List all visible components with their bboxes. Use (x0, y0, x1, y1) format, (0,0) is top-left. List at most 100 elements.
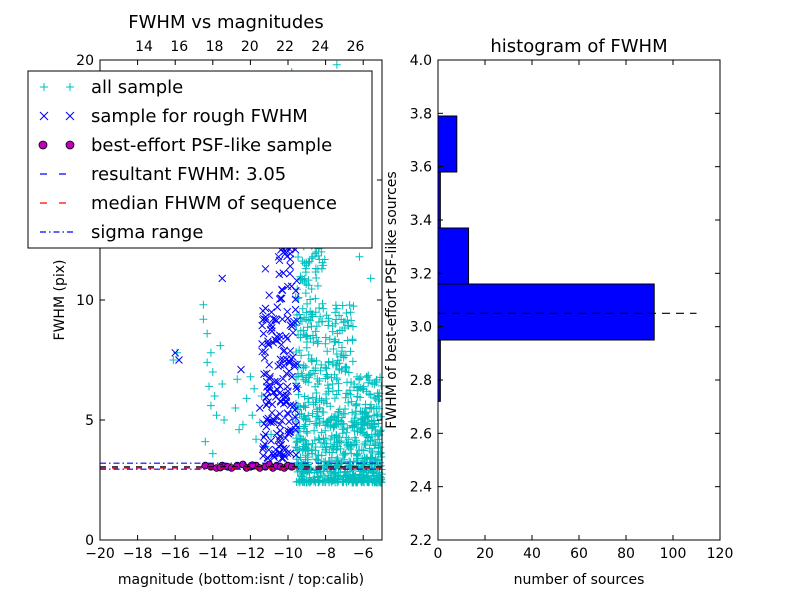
all-sample-point (356, 475, 365, 484)
all-sample-point (357, 424, 366, 433)
all-sample-point (333, 457, 342, 466)
histogram-bar (437, 227, 470, 285)
all-sample-point (301, 362, 310, 371)
all-sample-point (362, 387, 371, 396)
all-sample-point (367, 447, 376, 456)
all-sample-point (328, 360, 337, 369)
all-sample-point (336, 444, 345, 453)
all-sample-point (371, 457, 380, 466)
all-sample-point (343, 389, 352, 398)
rough-sample-point (288, 372, 296, 381)
all-sample-point (374, 444, 383, 453)
histogram-x-tick-label: 20 (476, 546, 494, 562)
rough-sample-point (258, 321, 267, 330)
histogram-y-tick-label: 3.0 (410, 320, 432, 336)
all-sample-point (351, 407, 360, 416)
all-sample-point (242, 394, 251, 403)
all-sample-point (376, 478, 385, 487)
all-sample-point (326, 402, 335, 411)
rough-sample-point (278, 315, 287, 324)
histogram-x-tick-label: 60 (570, 546, 588, 562)
all-sample-point (330, 422, 339, 431)
histogram-x-tick-label: 40 (523, 546, 541, 562)
all-sample-point (370, 420, 379, 429)
rough-sample-point (279, 355, 288, 364)
rough-sample-point (259, 452, 268, 460)
all-sample-point (220, 416, 229, 424)
all-sample-point (349, 477, 358, 486)
all-sample-point (343, 378, 352, 387)
rough-sample-point (260, 440, 269, 448)
all-sample-point (352, 458, 361, 467)
all-sample-point (321, 434, 330, 443)
all-sample-point (325, 335, 334, 344)
all-sample-point (350, 380, 359, 389)
rough-sample-point (269, 388, 278, 397)
scatter-y-tick-label: 0 (85, 533, 94, 549)
histogram-y-tick-label: 3.4 (410, 213, 432, 229)
all-sample-point (305, 257, 314, 266)
all-sample-point (301, 289, 310, 298)
all-sample-point (302, 315, 311, 324)
all-sample-point (365, 419, 374, 428)
rough-sample-point (286, 269, 294, 278)
rough-sample-point (255, 404, 264, 412)
all-sample-point (370, 380, 379, 389)
all-sample-point (301, 331, 310, 340)
rough-sample-point (265, 291, 274, 300)
all-sample-point (267, 430, 276, 439)
all-sample-point (295, 478, 304, 487)
all-sample-point (338, 301, 347, 310)
all-sample-point (299, 326, 308, 335)
all-sample-point (341, 409, 350, 418)
all-sample-point (294, 427, 303, 436)
all-sample-point (216, 341, 225, 350)
all-sample-point (319, 304, 328, 313)
all-sample-point (301, 415, 310, 424)
scatter-top-tick-label: 14 (135, 39, 153, 55)
all-sample-point (317, 428, 326, 437)
all-sample-point (298, 257, 307, 266)
all-sample-point (310, 475, 319, 484)
scatter-x-tick-label: −12 (236, 546, 266, 562)
all-sample-point (312, 322, 321, 331)
all-sample-point (347, 397, 356, 406)
rough-sample-point (292, 382, 301, 391)
scatter-y-tick-label: 20 (76, 53, 94, 69)
rough-sample-point (267, 418, 275, 427)
rough-sample-point (273, 303, 282, 312)
all-sample-point (333, 375, 342, 384)
all-sample-point (292, 455, 301, 464)
all-sample-point (302, 476, 311, 485)
all-sample-point (331, 319, 340, 328)
legend-box (27, 70, 373, 249)
all-sample-point (348, 335, 357, 344)
scatter-top-tick-label: 22 (276, 39, 294, 55)
rough-sample-point (260, 354, 269, 362)
all-sample-point (348, 422, 357, 431)
all-sample-point (348, 322, 357, 331)
rough-sample-point (277, 294, 286, 303)
histogram-x-tick-label: 120 (707, 546, 734, 562)
all-sample-point (351, 471, 360, 480)
all-sample-point (324, 384, 333, 393)
all-sample-point (377, 381, 386, 390)
rough-sample-point (286, 428, 295, 436)
all-sample-point (353, 392, 362, 401)
rough-sample-point (282, 332, 290, 341)
histogram-xlabel: number of sources (514, 572, 645, 588)
all-sample-point (347, 449, 356, 458)
rough-sample-point (285, 417, 293, 426)
all-sample-point (334, 472, 343, 481)
rough-sample-point (265, 360, 274, 369)
scatter-legend: all sample sample for rough FWHM best-effo… (27, 70, 373, 249)
rough-sample-point (272, 336, 281, 345)
all-sample-point (314, 251, 323, 260)
scatter-xlabel: magnitude (bottom:isnt / top:calib) (118, 572, 364, 588)
all-sample-point (313, 379, 322, 388)
all-sample-point (233, 375, 242, 384)
all-sample-point (322, 311, 331, 320)
all-sample-point (299, 442, 308, 451)
all-sample-point (311, 308, 320, 317)
rough-sample-point (262, 393, 271, 402)
